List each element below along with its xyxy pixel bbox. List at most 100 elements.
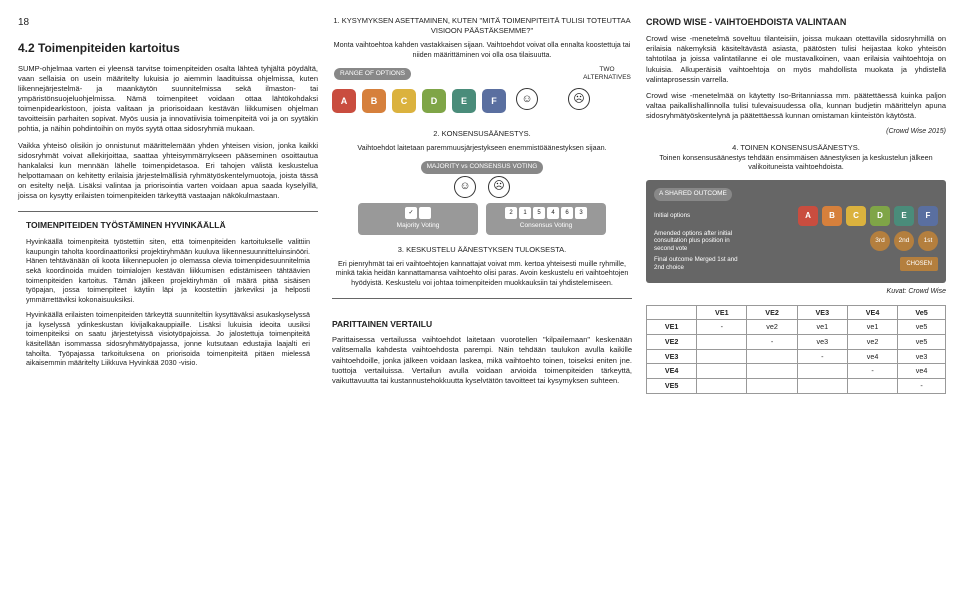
so-final-label: Final outcome Merged 1st and 2nd choice (654, 256, 744, 271)
table-header-cell (647, 305, 697, 320)
table-cell: - (697, 320, 747, 335)
table-cell (747, 349, 797, 364)
table-cell: ve4 (898, 364, 946, 379)
parittainen-para: Parittaisessa vertailussa vaihtoehdot la… (332, 335, 632, 386)
consensus-rank-box: 4 (547, 207, 559, 219)
range-of-options-badge: RANGE OF OPTIONS (334, 68, 411, 81)
table-cell (797, 379, 847, 394)
so-option-d: D (870, 206, 890, 226)
crowd-wise-heading: CROWD WISE - VAIHTOEHDOISTA VALINTAAN (646, 16, 946, 28)
consensus-rank-box: 1 (519, 207, 531, 219)
so-rank-circle: 3rd (870, 231, 890, 251)
body-para: SUMP-ohjelmaa varten ei yleensä tarvitse… (18, 64, 318, 135)
so-option-f: F (918, 206, 938, 226)
right-column: CROWD WISE - VAIHTOEHDOISTA VALINTAAN Cr… (646, 16, 946, 394)
step-1-title: 1. KYSYMYKSEN ASETTAMINEN, KUTEN "MITÄ T… (332, 16, 632, 36)
page-number: 18 (18, 16, 318, 30)
table-cell: ve1 (847, 320, 897, 335)
table-header-cell: VE3 (797, 305, 847, 320)
option-chip-f: F (482, 89, 506, 113)
step-1-desc: Monta vaihtoehtoa kahden vastakkaisen si… (332, 40, 632, 59)
step-3-block: 3. KESKUSTELU ÄÄNESTYKSEN TULOKSESTA. Er… (332, 245, 632, 288)
table-cell: ve2 (847, 334, 897, 349)
step-4-desc: Toinen konsensusäänestys tehdään ensimmä… (646, 153, 946, 172)
table-cell: - (847, 364, 897, 379)
consensus-voting-panel: 215463 Consensus Voting (486, 203, 606, 235)
table-header-cell: VE2 (747, 305, 797, 320)
table-cell: ve4 (847, 349, 897, 364)
comparison-table: VE1VE2VE3VE4Ve5 VE1-ve2ve1ve1ve5VE2-ve3v… (646, 305, 946, 394)
table-row-header: VE2 (647, 334, 697, 349)
table-row: VE5 - (647, 379, 946, 394)
so-option-b: B (822, 206, 842, 226)
voting-panels: ✓ Majority Voting 215463 Consensus Votin… (332, 203, 632, 235)
step-2-block: 2. KONSENSUSÄÄNESTYS. Vaihtoehdot laitet… (332, 129, 632, 234)
so-amended-label: Amended options after initial consultati… (654, 230, 744, 252)
consensus-rank-box: 3 (575, 207, 587, 219)
so-rank-circle: 2nd (894, 231, 914, 251)
vote-check-box: ✓ (405, 207, 417, 219)
shared-outcome-diagram: A SHARED OUTCOME Initial options ABCDEF … (646, 180, 946, 283)
table-cell: ve3 (797, 334, 847, 349)
parittainen-heading: PARITTAINEN VERTAILU (332, 319, 632, 330)
table-cell (747, 379, 797, 394)
table-cell (697, 334, 747, 349)
table-row: VE1-ve2ve1ve1ve5 (647, 320, 946, 335)
options-row: ABCDEF (332, 89, 506, 113)
table-row: VE4 -ve4 (647, 364, 946, 379)
table-cell: - (898, 379, 946, 394)
so-rank-circle: 1st (918, 231, 938, 251)
option-chip-d: D (422, 89, 446, 113)
table-row-header: VE4 (647, 364, 697, 379)
step-4-title: 4. TOINEN KONSENSUSÄÄNESTYS. (646, 143, 946, 153)
table-cell: ve5 (898, 320, 946, 335)
step-2-desc: Vaihtoehdot laitetaan paremmuusjärjestyk… (332, 143, 632, 153)
so-option-e: E (894, 206, 914, 226)
parittainen-section: PARITTAINEN VERTAILU Parittaisessa verta… (332, 298, 632, 386)
two-alt-faces: ☺ ☹ (516, 88, 590, 110)
table-cell: - (747, 334, 797, 349)
frown-face-icon: ☹ (488, 176, 510, 198)
table-header-cell: VE1 (697, 305, 747, 320)
table-row-header: VE3 (647, 349, 697, 364)
step-3-title: 3. KESKUSTELU ÄÄNESTYKSEN TULOKSESTA. (332, 245, 632, 255)
table-cell (747, 364, 797, 379)
table-cell: ve5 (898, 334, 946, 349)
shared-outcome-header: A SHARED OUTCOME (654, 188, 732, 201)
callout-hyvinkaa: TOIMENPITEIDEN TYÖSTÄMINEN HYVINKÄÄLLÄ H… (18, 211, 318, 381)
chosen-badge: CHOSEN (900, 257, 938, 271)
so-option-c: C (846, 206, 866, 226)
majority-vs-consensus-badge: MAJORITY vs CONSENSUS VOTING (421, 161, 544, 174)
table-row-header: VE5 (647, 379, 697, 394)
table-cell (697, 349, 747, 364)
left-column: 18 4.2 Toimenpiteiden kartoitus SUMP-ohj… (18, 16, 318, 394)
vote-empty-box (419, 207, 431, 219)
callout-title: TOIMENPITEIDEN TYÖSTÄMINEN HYVINKÄÄLLÄ (26, 220, 310, 231)
so-option-a: A (798, 206, 818, 226)
consensus-label: Consensus Voting (520, 222, 572, 231)
step-2-title: 2. KONSENSUSÄÄNESTYS. (332, 129, 632, 139)
middle-column: 1. KYSYMYKSEN ASETTAMINEN, KUTEN "MITÄ T… (332, 16, 632, 394)
table-cell: - (797, 349, 847, 364)
callout-para: Hyvinkäällä erilaisten toimenpiteiden tä… (26, 310, 310, 368)
credit-crowd-wise-2015: (Crowd Wise 2015) (646, 127, 946, 136)
crowd-wise-para: Crowd wise -menetelmää on käytetty Iso-B… (646, 91, 946, 121)
table-cell (797, 364, 847, 379)
section-heading: 4.2 Toimenpiteiden kartoitus (18, 40, 318, 56)
body-para: Vaikka yhteisö olisikin jo onnistunut mä… (18, 141, 318, 202)
table-cell: ve2 (747, 320, 797, 335)
table-cell (697, 379, 747, 394)
table-header-cell: Ve5 (898, 305, 946, 320)
table-row: VE2 -ve3ve2ve5 (647, 334, 946, 349)
option-chip-e: E (452, 89, 476, 113)
majority-label: Majority Voting (397, 222, 440, 231)
consensus-rank-box: 5 (533, 207, 545, 219)
two-alternatives-label: TWO ALTERNATIVES (582, 66, 632, 84)
so-initial-options-label: Initial options (654, 212, 744, 219)
table-cell: ve1 (797, 320, 847, 335)
table-header-cell: VE4 (847, 305, 897, 320)
table-cell (697, 364, 747, 379)
frown-face-icon: ☹ (568, 88, 590, 110)
callout-para: Hyvinkäällä toimenpiteitä työstettiin si… (26, 237, 310, 305)
table-row-header: VE1 (647, 320, 697, 335)
